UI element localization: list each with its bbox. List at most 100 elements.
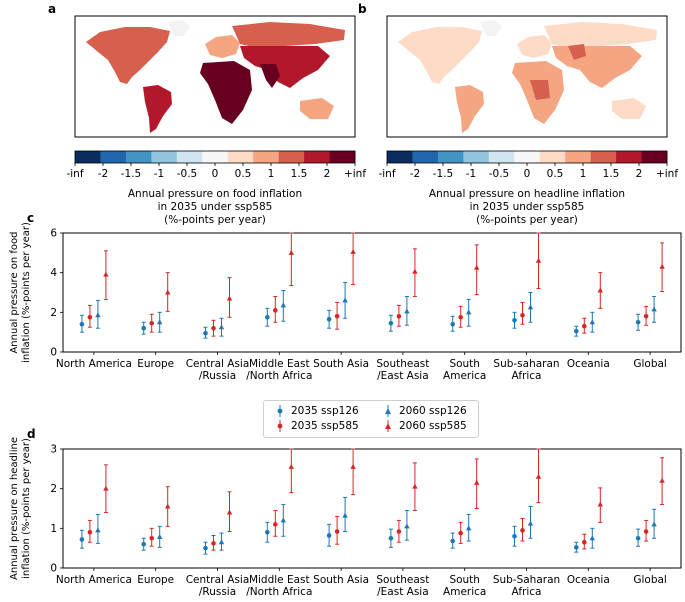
x-tick-label: Europe <box>137 358 174 370</box>
colorbar-swatch <box>437 151 464 163</box>
x-tick-label: Global <box>633 574 667 586</box>
x-tick-label: /North Africa <box>246 586 312 598</box>
x-tick-label: Central Asia <box>186 574 250 586</box>
data-point <box>412 268 418 274</box>
legend-label: 2060 ssp126 <box>399 405 467 417</box>
x-tick-label: Sub-Saharan <box>493 574 560 586</box>
data-point <box>597 501 603 507</box>
data-point <box>280 302 286 308</box>
data-point <box>103 271 109 277</box>
data-point <box>466 525 472 531</box>
y-tick-label: 0 <box>50 347 57 359</box>
colorbar-tick-label: -2 <box>410 168 420 180</box>
colorbar-tick-label: -1.5 <box>433 168 454 180</box>
colorbar-tick-label: 1.5 <box>291 168 308 180</box>
y-tick-label: 3 <box>50 444 57 456</box>
data-point <box>643 314 649 319</box>
data-point <box>458 530 464 536</box>
map-a <box>74 15 356 138</box>
data-point <box>589 319 595 325</box>
colorbar-tick-label: -1 <box>466 168 476 180</box>
map-b-caption-line-2: in 2035 under ssp585 <box>470 201 585 213</box>
legend-item: 2060 ssp585 <box>382 420 467 432</box>
colorbar-tick-label: 1.5 <box>603 168 620 180</box>
data-point <box>203 330 208 336</box>
data-point <box>651 521 657 527</box>
panel-label-b: b <box>358 2 367 16</box>
colorbar-tick-label: 0 <box>524 168 531 180</box>
map-a-caption-line-1: Annual pressure on food inflation <box>128 188 302 200</box>
map-b-caption-line-3: (%-points per year) <box>476 214 578 226</box>
map-b-north-america <box>398 27 482 84</box>
y-axis-label: Annual pressure on food <box>9 231 20 353</box>
data-point <box>165 289 171 295</box>
data-point <box>157 534 163 540</box>
data-point <box>458 314 464 320</box>
data-point <box>226 509 233 515</box>
legend-label: 2035 ssp126 <box>291 405 359 417</box>
data-point <box>211 541 216 546</box>
map-b-south-america <box>455 85 484 133</box>
data-point <box>288 249 294 255</box>
legend-marker-2060-ssp585 <box>385 420 391 432</box>
legend-item: 2035 ssp585 <box>274 420 359 432</box>
legend-item: 2060 ssp126 <box>382 405 467 417</box>
data-point <box>512 533 517 539</box>
map-b-central-africa <box>530 80 550 100</box>
data-point <box>396 314 402 319</box>
legend-marker-2035-ssp585 <box>277 420 283 432</box>
map-a-landmasses <box>86 20 345 133</box>
colorbar-tick-label: -2 <box>98 168 108 180</box>
data-point <box>141 325 146 331</box>
colorbar-swatch <box>125 151 152 163</box>
data-point <box>149 535 154 541</box>
x-tick-label: South <box>449 358 480 370</box>
data-point <box>273 308 278 313</box>
data-point <box>165 503 171 509</box>
map-b <box>386 15 668 138</box>
colorbar-swatch <box>488 151 515 163</box>
x-tick-label: Middle East <box>249 358 310 370</box>
y-tick-label: 1 <box>50 523 57 535</box>
map-a-south-america <box>143 85 172 133</box>
map-b-middle-east <box>568 44 586 60</box>
map-b-caption: Annual pressure on headline inflation in… <box>429 188 625 226</box>
colorbar-tick-label: 0.5 <box>547 168 564 180</box>
y-tick-label: 0 <box>50 563 57 575</box>
colorbar-swatch <box>412 151 439 163</box>
y-tick-label: 2 <box>50 483 57 495</box>
data-point <box>635 319 641 325</box>
colorbar-a: -inf -2 -1.5 -1 -0.5 0 0.5 1 1.5 2 +inf <box>66 150 366 180</box>
data-point <box>535 473 542 479</box>
x-tick-label: America <box>443 586 486 598</box>
map-b-landmasses <box>398 20 657 133</box>
data-point <box>95 527 101 533</box>
colorbar-swatch <box>278 151 305 163</box>
data-point <box>149 320 154 326</box>
colorbar-swatch <box>463 151 490 163</box>
x-tick-label: America <box>443 370 486 382</box>
x-tick-label: Southeast <box>376 574 429 586</box>
map-a-australia <box>300 98 334 119</box>
data-point <box>350 463 356 469</box>
data-point <box>226 295 233 301</box>
data-point <box>87 314 93 320</box>
y-axis-label: inflation (%-points per year) <box>21 222 32 363</box>
data-point <box>388 535 394 541</box>
data-point <box>95 312 101 318</box>
y-tick-label: 6 <box>50 228 57 240</box>
data-point <box>203 545 208 551</box>
x-tick-label: Oceania <box>567 574 610 586</box>
x-tick-label: South Asia <box>313 574 369 586</box>
data-point <box>342 297 348 303</box>
colorbar-tick-label: 0.5 <box>235 168 252 180</box>
data-point <box>265 314 270 320</box>
data-point <box>404 308 410 314</box>
data-point <box>597 287 603 293</box>
x-tick-label: /East Asia <box>377 586 429 598</box>
colorbar-tick-label: 0 <box>212 168 219 180</box>
data-point <box>79 537 85 542</box>
x-tick-label: North America <box>56 574 132 586</box>
panel-label-d: d <box>27 427 36 441</box>
